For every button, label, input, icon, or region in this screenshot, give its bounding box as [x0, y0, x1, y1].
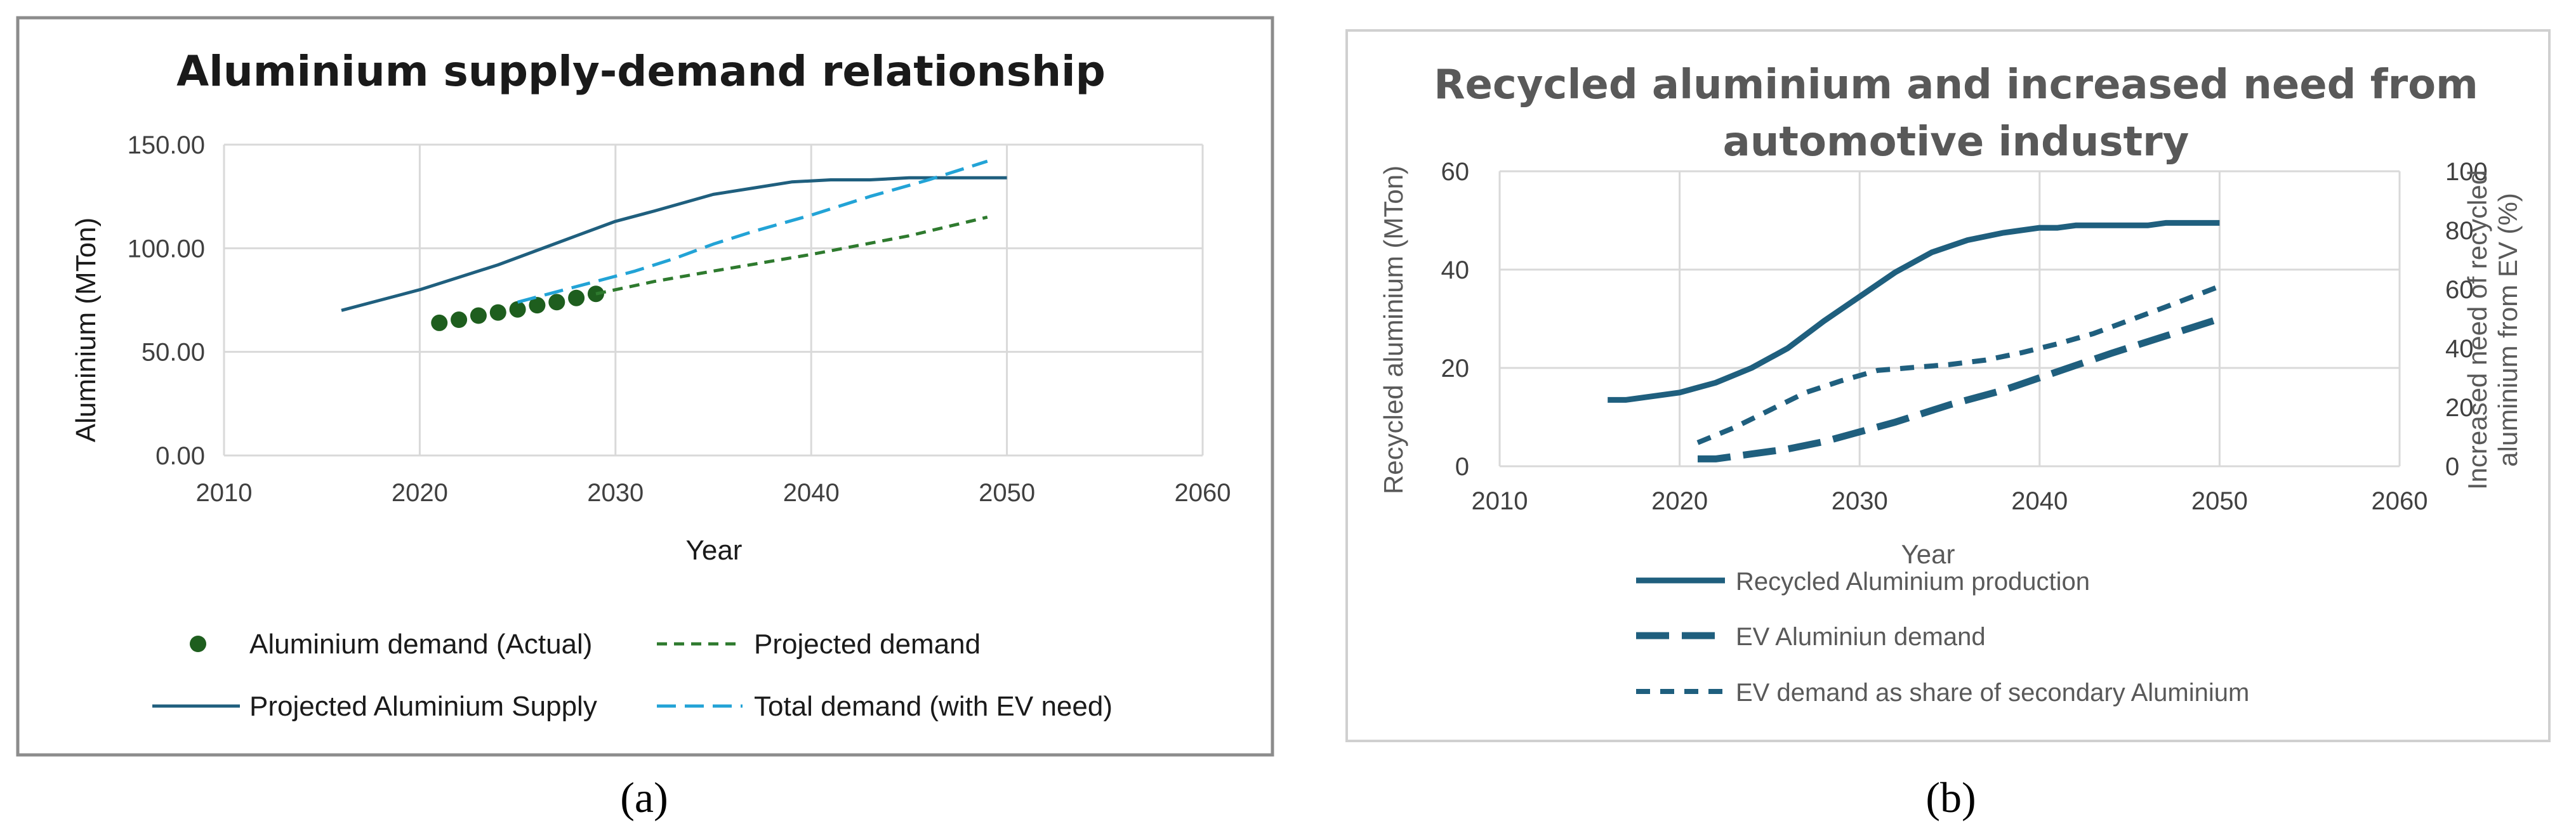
svg-text:Aluminium demand (Actual): Aluminium demand (Actual) — [249, 629, 592, 660]
chart-b-xtick-label: 2010 — [1472, 487, 1528, 515]
chart-b-xlabel: Year — [1901, 539, 1955, 569]
svg-text:Projected demand: Projected demand — [754, 629, 981, 660]
chart-a-title: Aluminium supply-demand relationship — [176, 47, 1106, 96]
chart-b-title-line-2: automotive industry — [1723, 119, 2190, 166]
chart-b-legend: Recycled Aluminium production EV Alumini… — [1636, 568, 2249, 707]
chart-b-ytick-right-label: 80 — [2445, 217, 2474, 245]
chart-b-ytick-left-label: 0 — [1455, 453, 1469, 481]
chart-b-ylabel-left: Recycled aluminium (MTon) — [1378, 166, 1408, 494]
chart-b-xtick-label: 2020 — [1651, 487, 1708, 515]
chart-b-title-line-1: Recycled aluminium and increased need fr… — [1434, 62, 2478, 108]
chart-a-actual-demand-point — [509, 301, 526, 318]
chart-b-ytick-right-label: 100 — [2445, 158, 2488, 186]
chart-a-ytick-label: 100.00 — [128, 235, 205, 263]
chart-a-xtick-label: 2010 — [196, 479, 253, 507]
chart-b-ylabel-right-line-2: aluminium from EV (%) — [2493, 193, 2523, 467]
chart-a-series-line-1 — [595, 215, 988, 296]
panel-b-label: (b) — [1925, 773, 1976, 822]
panel-b-frame — [1345, 29, 2551, 742]
chart-a-actual-demand-point — [431, 314, 448, 331]
svg-text:EV demand as share of secondar: EV demand as share of secondary Aluminiu… — [1736, 679, 2249, 707]
legend-a-item-supply: Projected Aluminium Supply — [152, 691, 597, 722]
chart-a-xtick-label: 2050 — [979, 479, 1035, 507]
chart-b-ylabel-right-line-1: Increased need of recycled — [2462, 170, 2492, 490]
chart-a-actual-demand-point — [568, 289, 585, 306]
panel-a: Aluminium supply-demand relationship 0.0… — [16, 16, 1274, 757]
legend-b-item-ev-share: EV demand as share of secondary Aluminiu… — [1636, 679, 2249, 707]
chart-b-ytick-right-label: 20 — [2445, 394, 2474, 422]
chart-b-ytick-right-label: 0 — [2445, 453, 2459, 481]
chart-b-series-line-0 — [1608, 219, 2220, 403]
chart-b-xtick-label: 2040 — [2011, 487, 2068, 515]
chart-a-actual-demand-point — [548, 294, 565, 311]
chart-a-actual-demand-point — [489, 304, 506, 321]
chart-a-ytick-label: 150.00 — [128, 131, 205, 159]
chart-b-ytick-left-label: 20 — [1441, 355, 1470, 383]
chart-a-actual-demand-point — [529, 297, 546, 314]
chart-a-ytick-label: 0.00 — [155, 442, 205, 470]
chart-a-actual-demand-point — [587, 285, 604, 303]
chart-b-ytick-right-label: 40 — [2445, 335, 2474, 363]
panel-b: Recycled aluminium and increased need fr… — [1345, 29, 2551, 742]
chart-a-ytick-label: 50.00 — [142, 339, 205, 367]
svg-text:Projected Aluminium Supply: Projected Aluminium Supply — [249, 691, 597, 722]
svg-text:Total demand (with EV need): Total demand (with EV need) — [754, 691, 1113, 722]
chart-a-actual-demand-point — [470, 307, 487, 324]
legend-a-item-projected-demand: Projected demand — [657, 629, 981, 660]
chart-b-series-line-1 — [1698, 315, 2221, 462]
chart-b-xtick-label: 2030 — [1832, 487, 1888, 515]
chart-a-xtick-label: 2040 — [783, 479, 840, 507]
chart-a-series-line-2 — [341, 176, 1007, 312]
chart-b-ytick-left-label: 40 — [1441, 256, 1470, 284]
chart-a-xlabel: Year — [686, 535, 743, 566]
panel-a-frame — [16, 16, 1274, 757]
legend-a-item-total-demand: Total demand (with EV need) — [657, 691, 1113, 722]
svg-text:Recycled Aluminium production: Recycled Aluminium production — [1736, 568, 2090, 596]
chart-a-plot-area: 0.00 50.00 100.00 150.00 2010 2020 2030 2040 205… — [128, 131, 1231, 507]
chart-b-xtick-label: 2060 — [2372, 487, 2428, 515]
chart-a-xtick-label: 2060 — [1175, 479, 1231, 507]
chart-a-xtick-label: 2020 — [392, 479, 448, 507]
legend-a-item-actual: Aluminium demand (Actual) — [190, 629, 592, 660]
chart-b-series-line-2 — [1696, 284, 2221, 445]
chart-a-series-line-3 — [517, 159, 988, 304]
chart-b-ytick-right-label: 60 — [2445, 276, 2474, 304]
legend-b-item-ev-demand: EV Aluminiun demand — [1636, 623, 1986, 651]
chart-a-actual-demand-point — [451, 311, 468, 329]
chart-b-xtick-label: 2050 — [2191, 487, 2248, 515]
chart-b-ytick-left-label: 60 — [1441, 158, 1470, 186]
chart-a-ylabel: Aluminium (MTon) — [70, 218, 102, 443]
svg-text:EV Aluminiun demand: EV Aluminiun demand — [1736, 623, 1986, 651]
panel-a-label: (a) — [620, 773, 668, 822]
chart-a-legend: Aluminium demand (Actual) Projected dema… — [152, 629, 1113, 722]
legend-b-item-recycled-production: Recycled Aluminium production — [1636, 568, 2090, 596]
chart-a-xtick-label: 2030 — [587, 479, 644, 507]
